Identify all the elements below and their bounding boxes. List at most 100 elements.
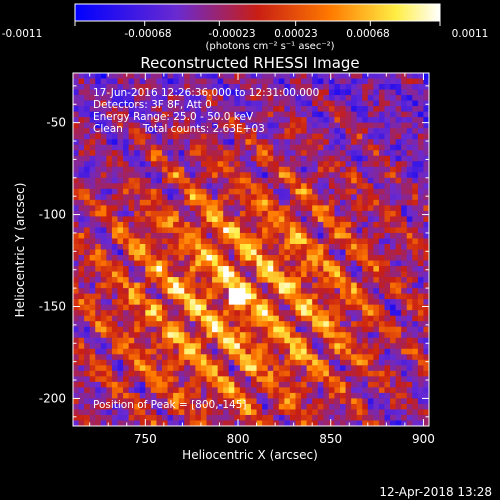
heatmap-cell (156, 133, 163, 140)
heatmap-cell (251, 304, 257, 311)
heatmap-cell (317, 117, 324, 124)
heatmap-cell (406, 139, 413, 146)
heatmap-cell (117, 315, 124, 322)
heatmap-cell (340, 387, 346, 394)
heatmap-cell (245, 73, 252, 79)
heatmap-cell (206, 392, 213, 399)
heatmap-cell (150, 199, 157, 206)
heatmap-cell (278, 106, 285, 113)
heatmap-cell (145, 310, 152, 317)
heatmap-cell (117, 155, 124, 162)
heatmap-cell (84, 78, 91, 85)
heatmap-cell (156, 188, 163, 195)
heatmap-cell (401, 420, 408, 426)
heatmap-cell (212, 304, 219, 311)
heatmap-cell (317, 365, 324, 372)
heatmap-cell (384, 326, 391, 333)
heatmap-cell (317, 188, 324, 195)
heatmap-cell (373, 144, 380, 151)
heatmap-cell (334, 95, 341, 101)
heatmap-cell (384, 409, 391, 416)
heatmap-cell (328, 255, 335, 261)
heatmap-cell (267, 392, 274, 399)
heatmap-cell (395, 216, 402, 223)
heatmap-cell (162, 150, 168, 157)
heatmap-cell (401, 255, 408, 261)
heatmap-cell (123, 177, 130, 184)
heatmap-cell (262, 100, 269, 107)
heatmap-cell (184, 293, 191, 300)
heatmap-cell (156, 403, 163, 410)
heatmap-cell (262, 271, 269, 278)
heatmap-cell (401, 183, 408, 190)
heatmap-cell (128, 365, 135, 372)
heatmap-cell (367, 271, 374, 278)
heatmap-cell (167, 172, 174, 179)
heatmap-cell (89, 348, 96, 355)
heatmap-cell (278, 117, 285, 124)
heatmap-cell (295, 365, 302, 372)
heatmap-cell (289, 73, 296, 79)
heatmap-cell (173, 111, 180, 118)
heatmap-cell (289, 128, 296, 135)
heatmap-cell (189, 414, 196, 421)
heatmap-cell (156, 166, 163, 173)
heatmap-cell (195, 310, 202, 317)
heatmap-cell (295, 89, 302, 96)
heatmap-cell (340, 150, 346, 157)
heatmap-cell (111, 255, 118, 261)
heatmap-cell (245, 387, 252, 394)
heatmap-cell (278, 359, 285, 366)
heatmap-cell (356, 150, 363, 157)
heatmap-cell (401, 210, 408, 217)
heatmap-cell (78, 232, 85, 239)
heatmap-cell (117, 343, 124, 350)
heatmap-cell (123, 111, 130, 118)
heatmap-cell (89, 359, 96, 366)
heatmap-cell (328, 260, 335, 267)
heatmap-cell (156, 210, 163, 217)
heatmap-cell (340, 177, 346, 184)
heatmap-cell (273, 321, 280, 328)
heatmap-cell (278, 343, 285, 350)
heatmap-cell (234, 414, 241, 421)
heatmap-cell (245, 122, 252, 129)
heatmap-cell (284, 249, 291, 256)
heatmap-cell (417, 381, 424, 388)
heatmap-cell (184, 78, 191, 85)
heatmap-cell (212, 365, 219, 372)
heatmap-cell (317, 260, 324, 267)
heatmap-cell (200, 106, 207, 113)
heatmap-cell (412, 177, 419, 184)
heatmap-cell (228, 381, 235, 388)
heatmap-cell (362, 381, 369, 388)
heatmap-cell (217, 255, 224, 261)
heatmap-cell (78, 161, 85, 168)
heatmap-cell (262, 348, 269, 355)
heatmap-cell (345, 326, 352, 333)
heatmap-cell (106, 354, 113, 361)
heatmap-cell (150, 232, 157, 239)
heatmap-cell (162, 387, 168, 394)
heatmap-cell (251, 210, 257, 217)
heatmap-cell (373, 277, 380, 283)
heatmap-cell (239, 282, 246, 289)
heatmap-cell (356, 243, 363, 250)
heatmap-cell (273, 403, 280, 410)
heatmap-cell (234, 106, 241, 113)
heatmap-cell (289, 403, 296, 410)
heatmap-cell (395, 155, 402, 162)
heatmap-cell (306, 398, 313, 405)
heatmap-cell (395, 337, 402, 344)
heatmap-cell (256, 332, 263, 339)
heatmap-cell (284, 100, 291, 107)
heatmap-cell (340, 414, 346, 421)
heatmap-cell (317, 150, 324, 157)
heatmap-cell (206, 332, 213, 339)
heatmap-cell (167, 282, 174, 289)
heatmap-cell (78, 150, 85, 157)
heatmap-cell (423, 299, 429, 306)
heatmap-cell (301, 398, 308, 405)
heatmap-cell (278, 365, 285, 372)
heatmap-cell (301, 321, 308, 328)
